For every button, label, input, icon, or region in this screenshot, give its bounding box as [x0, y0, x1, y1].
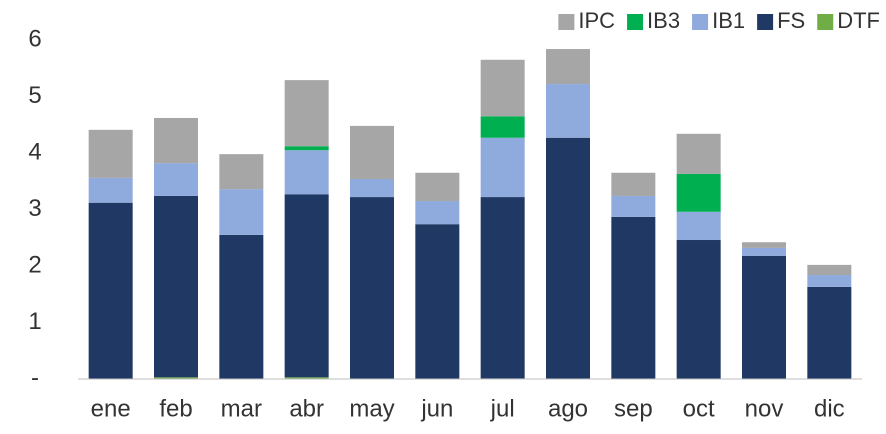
legend-label: IB1: [712, 8, 745, 33]
bar-segment: [415, 172, 460, 202]
bar-segment: [219, 189, 264, 235]
bar-segment: [350, 178, 394, 198]
bar-segment: [676, 133, 721, 174]
x-tick-label: mar: [221, 395, 262, 422]
bar-segment: [415, 201, 460, 225]
y-tick-label: 1: [28, 308, 41, 335]
bar-segment: [546, 137, 590, 379]
bar-segment: [415, 224, 460, 379]
x-tick-label: feb: [159, 395, 192, 422]
bar-segment: [480, 137, 525, 198]
bar-segment: [219, 154, 264, 190]
y-tick-label: 2: [28, 251, 41, 278]
legend-swatch: [627, 14, 644, 30]
bar-segment: [676, 211, 721, 241]
bar-segment: [284, 80, 329, 147]
bar-segment: [88, 177, 133, 203]
bar-segment: [742, 255, 786, 379]
legend-label: FS: [777, 8, 805, 33]
y-tick-label: 6: [28, 25, 41, 52]
bar-segment: [611, 216, 656, 379]
bar-segment: [154, 195, 198, 378]
bar-segment: [480, 116, 525, 138]
bar-segment: [611, 195, 656, 217]
x-tick-label: dic: [814, 395, 845, 422]
bar-segment: [284, 150, 329, 195]
legend-label: IPC: [578, 8, 615, 33]
bar-segment: [546, 49, 590, 85]
legend-swatch: [757, 14, 774, 30]
bar-segment: [807, 275, 852, 287]
bar-segment: [284, 146, 329, 151]
y-tick-label: 3: [28, 195, 41, 222]
bar-segment: [676, 240, 721, 379]
bar-segment: [284, 194, 329, 378]
y-tick-label: 5: [28, 82, 41, 109]
bar-segment: [88, 129, 133, 178]
bar-segment: [807, 286, 852, 379]
bar-segment: [350, 125, 394, 179]
bar-segment: [219, 234, 264, 379]
x-tick-label: ago: [548, 395, 588, 422]
x-tick-label: jun: [420, 395, 453, 422]
x-tick-label: sep: [614, 395, 653, 422]
bar-segment: [611, 172, 656, 196]
bar-segment: [742, 247, 786, 256]
bar-segment: [807, 264, 852, 276]
bar-segment: [676, 173, 721, 212]
x-tick-label: abr: [289, 395, 324, 422]
x-tick-label: jul: [490, 395, 515, 422]
bar-segment: [546, 84, 590, 138]
bar-segment: [350, 197, 394, 379]
x-tick-label: ene: [91, 395, 131, 422]
bar-segment: [284, 377, 329, 379]
legend-label: DTF: [837, 8, 880, 33]
bar-segment: [742, 242, 786, 248]
x-tick-label: nov: [745, 395, 784, 422]
x-tick-label: oct: [683, 395, 715, 422]
y-tick-label: 4: [28, 138, 41, 165]
legend-swatch: [692, 14, 709, 30]
x-tick-label: may: [349, 395, 394, 422]
legend-label: IB3: [647, 8, 680, 33]
bar-segment: [480, 59, 525, 117]
bar-segment: [154, 163, 198, 196]
legend-swatch: [558, 14, 575, 30]
bar-segment: [480, 197, 525, 379]
bar-segment: [88, 202, 133, 379]
y-tick-label: -: [31, 364, 39, 391]
bar-segment: [154, 377, 198, 379]
legend-swatch: [817, 14, 834, 30]
bar-segment: [154, 117, 198, 164]
